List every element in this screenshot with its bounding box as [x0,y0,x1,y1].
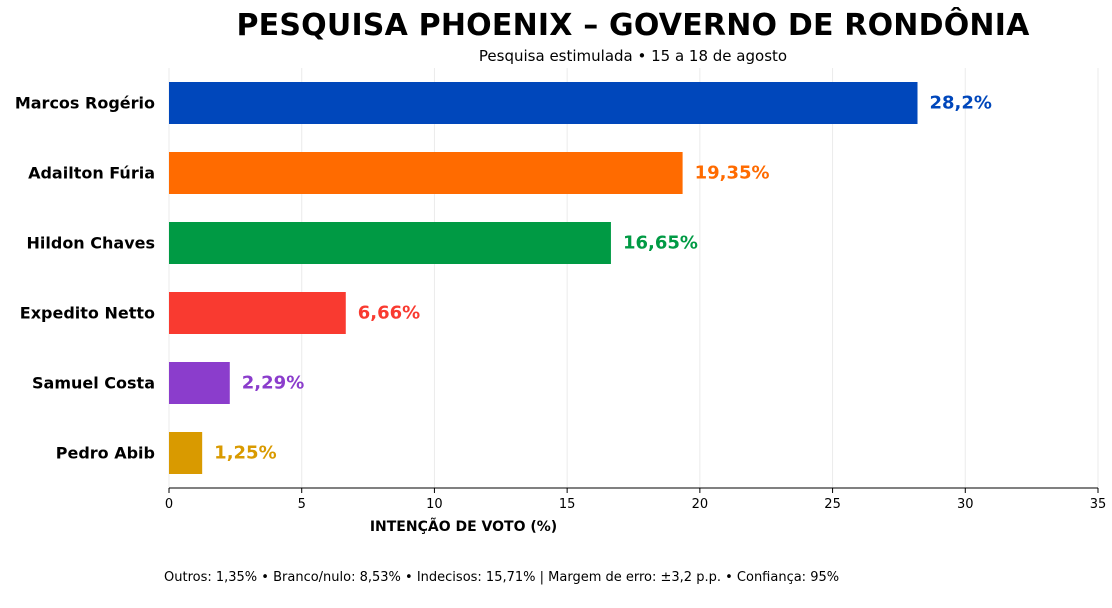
chart-title: PESQUISA PHOENIX – GOVERNO DE RONDÔNIA [236,8,1030,43]
data-label-5: 1,25% [214,443,276,464]
bar-1 [169,152,683,194]
category-label-0: Marcos Rogério [15,94,155,113]
x-tick-label-1: 5 [298,497,306,512]
x-tick-label-6: 30 [957,497,974,512]
category-label-3: Expedito Netto [20,304,155,323]
x-tick-label-0: 0 [165,497,173,512]
chart-subtitle: Pesquisa estimulada • 15 a 18 de agosto [478,47,788,65]
x-tick-label-2: 10 [426,497,443,512]
data-label-2: 16,65% [623,233,698,254]
data-label-3: 6,66% [358,303,420,324]
bar-3 [169,292,346,334]
data-label-1: 19,35% [695,163,770,184]
chart-footnote: Outros: 1,35% • Branco/nulo: 8,53% • Ind… [164,570,840,585]
category-label-1: Adailton Fúria [28,164,155,183]
data-label-0: 28,2% [930,93,992,114]
bar-0 [169,82,918,124]
x-tick-label-5: 25 [824,497,841,512]
bar-4 [169,362,230,404]
data-label-4: 2,29% [242,373,304,394]
x-tick-label-7: 35 [1090,497,1107,512]
bar-2 [169,222,611,264]
category-label-5: Pedro Abib [56,444,155,463]
category-label-4: Samuel Costa [32,374,155,393]
x-axis-label: INTENÇÃO DE VOTO (%) [370,518,557,535]
category-label-2: Hildon Chaves [27,234,156,253]
bar-5 [169,432,203,474]
x-tick-label-4: 20 [692,497,709,512]
x-tick-label-3: 15 [559,497,576,512]
